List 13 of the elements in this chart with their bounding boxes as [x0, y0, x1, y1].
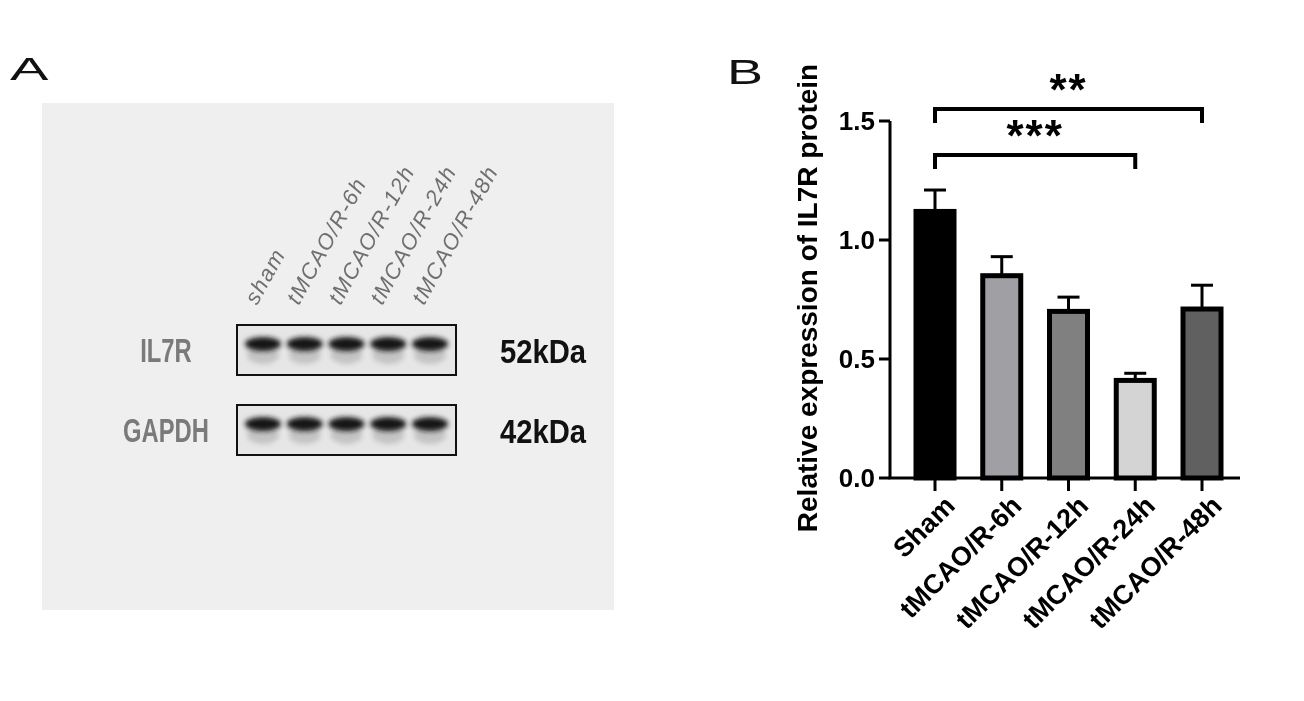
- y-axis-title: Relative expression of IL7R protein: [792, 63, 823, 533]
- chart-title: B: [727, 51, 764, 92]
- y-tick-label: 0.0: [838, 463, 875, 494]
- annotation: ***: [1006, 111, 1064, 160]
- text: **: [1049, 65, 1088, 114]
- category-label: 52kDa: [500, 331, 587, 371]
- category-label: GAPDH: [123, 410, 209, 449]
- text: A: [10, 51, 49, 87]
- y-tick-label: 0.5: [838, 344, 875, 375]
- y-tick-label: 1.0: [838, 225, 875, 256]
- category-label: IL7R: [140, 330, 192, 369]
- category-label: 42kDa: [500, 411, 587, 451]
- y-tick-label: 1.5: [838, 106, 875, 137]
